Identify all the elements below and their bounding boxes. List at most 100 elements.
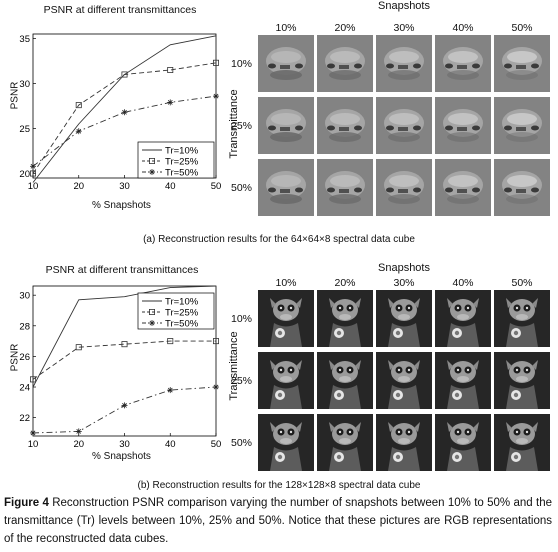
x-tick-label: 40 — [165, 181, 176, 192]
reconstruction-thumbnail — [317, 159, 373, 216]
data-point-series-2 — [212, 338, 219, 345]
data-point-series-3 — [121, 402, 128, 409]
reconstruction-thumbnail — [317, 35, 373, 92]
reconstruction-thumbnail — [494, 35, 550, 92]
grid-a-col-label: 50% — [511, 22, 533, 34]
series-line-3 — [32, 386, 217, 434]
reconstruction-thumbnail — [376, 97, 432, 154]
grid-a-col-label: 40% — [452, 22, 474, 34]
y-tick-label: 24 — [19, 383, 30, 394]
grid-a-title: Snapshots — [378, 0, 430, 12]
reconstruction-thumbnail — [494, 159, 550, 216]
x-tick-label: 10 — [28, 439, 39, 450]
y-tick-label: 35 — [19, 34, 30, 45]
y-tick-label: 20 — [19, 169, 30, 180]
caption-a: (a) Reconstruction results for the 64×64… — [143, 234, 415, 245]
reconstruction-thumbnail — [435, 414, 491, 471]
series-line-1 — [32, 285, 217, 388]
grid-a-row-label: 25% — [230, 119, 252, 132]
legend-label-1: Tr=10% — [165, 146, 199, 157]
grid-b-row-label: 50% — [230, 436, 252, 449]
reconstruction-thumbnail — [258, 290, 314, 347]
data-point-series-2 — [167, 338, 174, 345]
reconstruction-thumbnail — [435, 352, 491, 409]
legend-label-3: Tr=50% — [165, 319, 199, 330]
data-point-series-2 — [121, 341, 128, 348]
x-tick-label: 50 — [211, 181, 222, 192]
x-tick-label: 20 — [73, 439, 84, 450]
data-point-series-3 — [75, 428, 82, 435]
grid-b-row-label: 10% — [230, 312, 252, 325]
data-point-series-3 — [121, 109, 128, 116]
reconstruction-thumbnail — [494, 97, 550, 154]
data-point-series-3 — [30, 163, 36, 170]
y-tick-label: 25 — [19, 124, 30, 135]
reconstruction-thumbnail — [376, 290, 432, 347]
data-point-series-2 — [75, 344, 82, 351]
grid-a-col-label: 30% — [393, 22, 415, 34]
reconstruction-thumbnail — [317, 414, 373, 471]
psnr-chart-b: 10 20 30 40 50 22 24 26 28 30 Tr=10%Tr=25%Tr=50% — [19, 285, 222, 450]
x-tick-label: 20 — [73, 181, 84, 192]
reconstruction-thumbnail — [258, 352, 314, 409]
legend-marker-2 — [148, 309, 155, 316]
x-tick-label: 10 — [28, 181, 39, 192]
y-tick-label: 26 — [19, 352, 30, 363]
x-tick-label: 40 — [165, 439, 176, 450]
legend-marker-3 — [149, 320, 155, 326]
reconstruction-thumbnail — [317, 352, 373, 409]
y-tick-label: 30 — [19, 291, 30, 302]
grid-b-side-label: Transmittance — [228, 331, 240, 401]
legend-label-3: Tr=50% — [165, 168, 199, 179]
x-tick-label: 30 — [119, 181, 130, 192]
data-point-series-3 — [75, 128, 82, 135]
figure-caption-text: Reconstruction PSNR comparison varying t… — [4, 497, 553, 545]
data-point-series-2 — [212, 59, 219, 66]
reconstruction-thumbnail — [435, 35, 491, 92]
grid-b-title: Snapshots — [378, 262, 430, 274]
caption-b: (b) Reconstruction results for the 128×1… — [137, 480, 421, 491]
plot-b-x-label: % Snapshots — [92, 451, 151, 462]
legend-label-1: Tr=10% — [165, 297, 199, 308]
legend-label-2: Tr=25% — [165, 308, 199, 319]
grid-b-col-label: 40% — [452, 277, 474, 289]
reconstruction-thumbnail — [435, 290, 491, 347]
reconstruction-thumbnail — [317, 290, 373, 347]
grid-a-col-label: 20% — [334, 22, 356, 34]
data-point-series-3 — [213, 384, 219, 391]
chart-legend: Tr=10%Tr=25%Tr=50% — [137, 141, 215, 179]
reconstruction-thumbnail — [376, 35, 432, 92]
grid-b-col-label: 20% — [334, 277, 356, 289]
legend-marker-3 — [149, 169, 155, 175]
reconstruction-thumbnail — [376, 159, 432, 216]
plot-b-title: PSNR at different transmittances — [45, 264, 199, 276]
y-tick-label: 28 — [19, 321, 30, 332]
x-tick-label: 30 — [119, 439, 130, 450]
grid-b-col-label: 50% — [511, 277, 533, 289]
reconstruction-thumbnail — [258, 35, 314, 92]
data-point-series-2 — [29, 376, 36, 383]
reconstruction-thumbnail — [376, 352, 432, 409]
data-point-series-3 — [213, 93, 219, 100]
data-point-series-2 — [75, 102, 82, 109]
grid-a-col-label: 10% — [275, 22, 297, 34]
y-tick-label: 22 — [19, 413, 30, 424]
x-tick-label: 50 — [211, 439, 222, 450]
figure-caption: Figure 4 Reconstruction PSNR comparison … — [4, 494, 552, 548]
reconstruction-thumbnail — [435, 97, 491, 154]
data-point-series-2 — [167, 67, 174, 74]
reconstruction-thumbnail — [494, 414, 550, 471]
data-point-series-3 — [30, 429, 36, 436]
data-point-series-3 — [167, 387, 174, 394]
series-line-2 — [32, 62, 217, 174]
legend-label-2: Tr=25% — [165, 157, 199, 168]
grid-b-row-label: 25% — [230, 374, 252, 387]
plot-a-x-label: % Snapshots — [92, 200, 151, 211]
data-point-series-2 — [121, 71, 128, 78]
grid-a-row-label: 50% — [230, 181, 252, 194]
data-point-series-3 — [167, 99, 174, 106]
plot-a-title: PSNR at different transmittances — [43, 4, 197, 16]
grid-a-row-label: 10% — [230, 57, 252, 70]
reconstruction-thumbnail — [258, 414, 314, 471]
